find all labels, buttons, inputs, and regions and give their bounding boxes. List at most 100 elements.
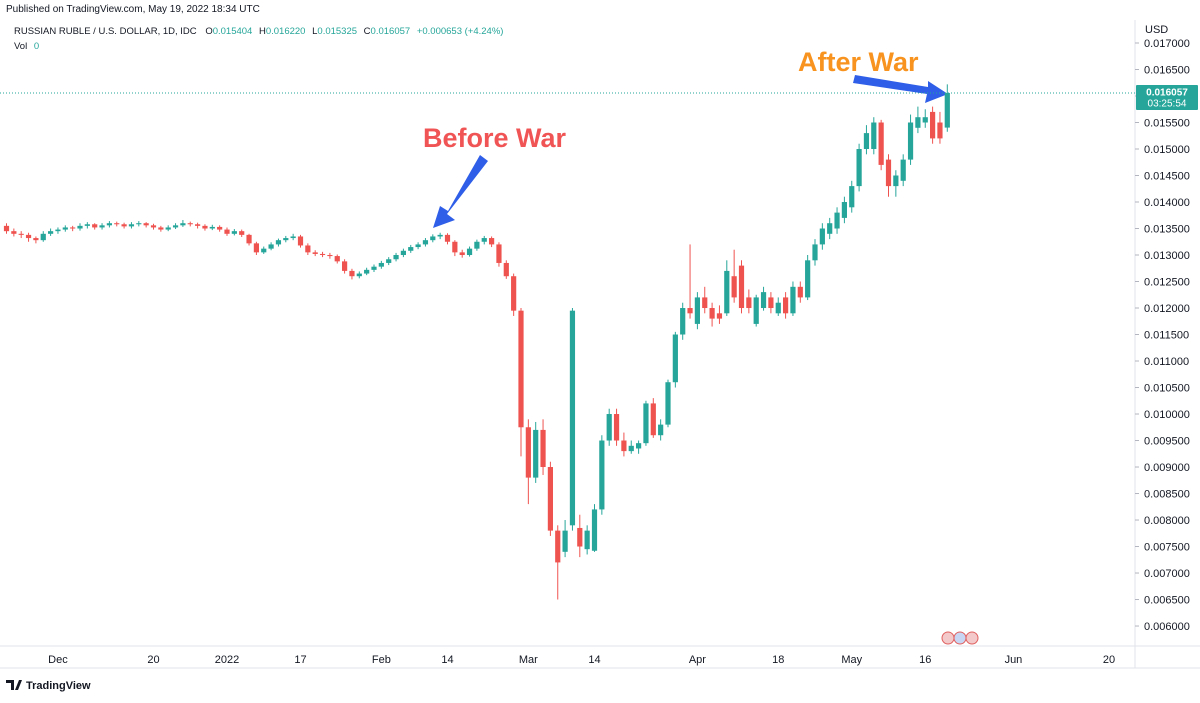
candle-body [481, 238, 487, 242]
x-tick-label: 17 [294, 654, 306, 666]
price-tag [1136, 84, 1198, 110]
candle-body [70, 227, 76, 229]
candle-body [437, 234, 443, 237]
legend-key: O [205, 26, 212, 37]
candle-body [937, 122, 943, 139]
x-tick-label: 14 [441, 654, 453, 666]
symbol-title: RUSSIAN RUBLE / U.S. DOLLAR, 1D, IDC [14, 26, 197, 37]
candle-body [430, 236, 436, 241]
candle-body [900, 159, 906, 181]
candle-body [40, 233, 46, 241]
legend: RUSSIAN RUBLE / U.S. DOLLAR, 1D, IDC O 0.… [14, 26, 503, 37]
candle-body [459, 252, 465, 256]
candle-body [915, 117, 921, 128]
candle-body [768, 297, 774, 309]
candle-body [944, 92, 950, 128]
y-tick-label: 0.008000 [1144, 515, 1190, 527]
candle-body [121, 224, 127, 227]
x-tick-label: 20 [147, 654, 159, 666]
footer-logo: TradingView [6, 680, 91, 692]
arrow [853, 75, 948, 103]
candle-body [106, 223, 112, 226]
candle-body [746, 297, 752, 309]
candle-body [702, 297, 708, 309]
volume-legend: Vol 0 [14, 41, 39, 52]
y-tick-label: 0.006000 [1144, 621, 1190, 633]
candle-body [584, 530, 590, 550]
y-tick-label: 0.011500 [1144, 330, 1189, 342]
currency-label: USD [1145, 24, 1168, 36]
candle-body [503, 262, 509, 277]
price-tag-countdown: 03:25:54 [1148, 98, 1187, 109]
candle-body [760, 292, 767, 309]
candle-body [422, 240, 429, 245]
candle-body [77, 225, 83, 229]
candle-body [907, 122, 914, 160]
candle-body [356, 273, 362, 277]
x-tick-label: 2022 [215, 654, 239, 666]
candle-body [672, 334, 678, 383]
x-tick-label: Jun [1005, 654, 1023, 666]
candle-body [797, 286, 803, 298]
y-tick-label: 0.013000 [1144, 250, 1190, 262]
candle-body [48, 231, 54, 234]
x-tick-label: Feb [372, 654, 391, 666]
candle-body [349, 270, 355, 277]
y-tick-label: 0.007000 [1144, 568, 1190, 580]
y-tick-label: 0.009000 [1144, 462, 1190, 474]
candle-body [569, 310, 576, 526]
candle-body [364, 269, 370, 274]
candle-body [687, 308, 693, 314]
price-tag-value: 0.016057 [1146, 87, 1188, 98]
candle-body [709, 308, 715, 319]
candle-body [11, 231, 17, 234]
candle-body [246, 234, 252, 244]
candle-body [400, 250, 406, 256]
candle-body [275, 240, 282, 245]
candle-body [187, 223, 193, 225]
legend-change: +0.000653 (+4.24%) [417, 26, 504, 37]
candle-body [694, 297, 700, 324]
candle-body [18, 233, 24, 235]
candle-body [452, 241, 458, 253]
candle-body [518, 310, 524, 428]
candle-body [680, 308, 686, 335]
candle-body [599, 440, 605, 510]
candle-body [812, 244, 818, 261]
candle-body [628, 445, 634, 452]
flag-icon [953, 631, 967, 645]
candle-body [511, 276, 517, 311]
candle-body [290, 236, 296, 239]
y-tick-label: 0.010000 [1144, 409, 1190, 421]
candle-body [195, 224, 201, 226]
candle-body [930, 111, 936, 139]
candle-body [253, 243, 259, 253]
candle-body [621, 440, 627, 452]
legend-value: 0.016220 [266, 26, 306, 37]
candle-body [33, 238, 39, 241]
candle-body [650, 403, 656, 436]
candle-body [540, 429, 546, 468]
plot-area [0, 84, 1135, 600]
candle-body [834, 212, 840, 229]
candle-body [342, 261, 348, 271]
candle-body [172, 225, 179, 228]
candle-body [783, 297, 789, 314]
legend-value: 0.016057 [371, 26, 411, 37]
flag-icon [941, 631, 955, 645]
candle-body [224, 229, 230, 234]
y-tick-label: 0.010500 [1144, 383, 1190, 395]
candle-body [180, 223, 186, 226]
candle-body [841, 202, 847, 218]
candle-body [871, 122, 877, 150]
candle-body [3, 225, 10, 232]
x-tick-label: 16 [919, 654, 931, 666]
candle-body [893, 175, 899, 187]
y-tick-label: 0.013500 [1144, 224, 1190, 236]
candle-body [636, 443, 642, 449]
footer-brand: TradingView [26, 680, 91, 692]
candle-body [444, 234, 451, 242]
volume-label: Vol [14, 41, 27, 52]
arrow [433, 155, 488, 228]
candle-body [297, 236, 304, 246]
